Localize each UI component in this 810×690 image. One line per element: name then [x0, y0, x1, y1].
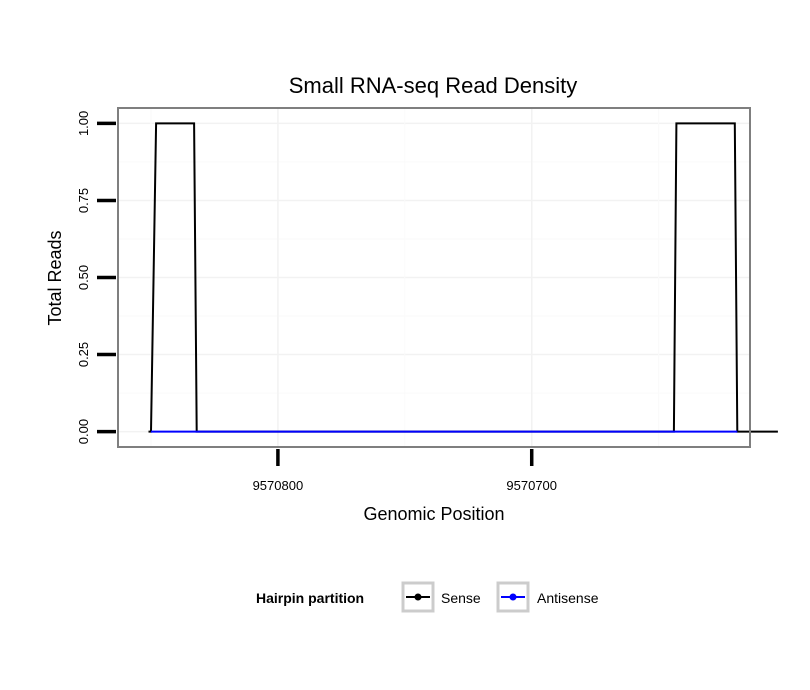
x-tick-label: 9570800: [253, 478, 304, 493]
legend-entry-antisense: Antisense: [496, 581, 599, 613]
panel-border: [117, 107, 751, 448]
legend-point-antisense: [509, 593, 517, 601]
x-axis-label: Genomic Position: [363, 504, 504, 524]
y-axis-label: Total Reads: [45, 230, 65, 325]
plot-panel: [117, 107, 778, 448]
y-tick-label: 0.50: [76, 265, 91, 290]
chart-title: Small RNA-seq Read Density: [289, 73, 578, 98]
legend-title: Hairpin partition: [256, 590, 364, 606]
y-axis: 0.00 0.25 0.50 0.75 1.00: [76, 111, 116, 444]
x-axis: 9570800 9570700: [253, 449, 557, 493]
y-tick-label: 0.75: [76, 188, 91, 213]
x-tick-label: 9570700: [506, 478, 557, 493]
y-tick-label: 1.00: [76, 111, 91, 136]
gridlines: [118, 108, 750, 447]
legend-point-sense: [414, 593, 422, 601]
y-tick-label: 0.25: [76, 342, 91, 367]
y-tick-label: 0.00: [76, 419, 91, 444]
legend-label-antisense: Antisense: [537, 590, 599, 606]
legend-entry-sense: Sense: [401, 581, 481, 613]
series-layer: [148, 122, 778, 433]
legend: Hairpin partition Sense Antisense: [256, 581, 599, 613]
legend-label-sense: Sense: [441, 590, 481, 606]
